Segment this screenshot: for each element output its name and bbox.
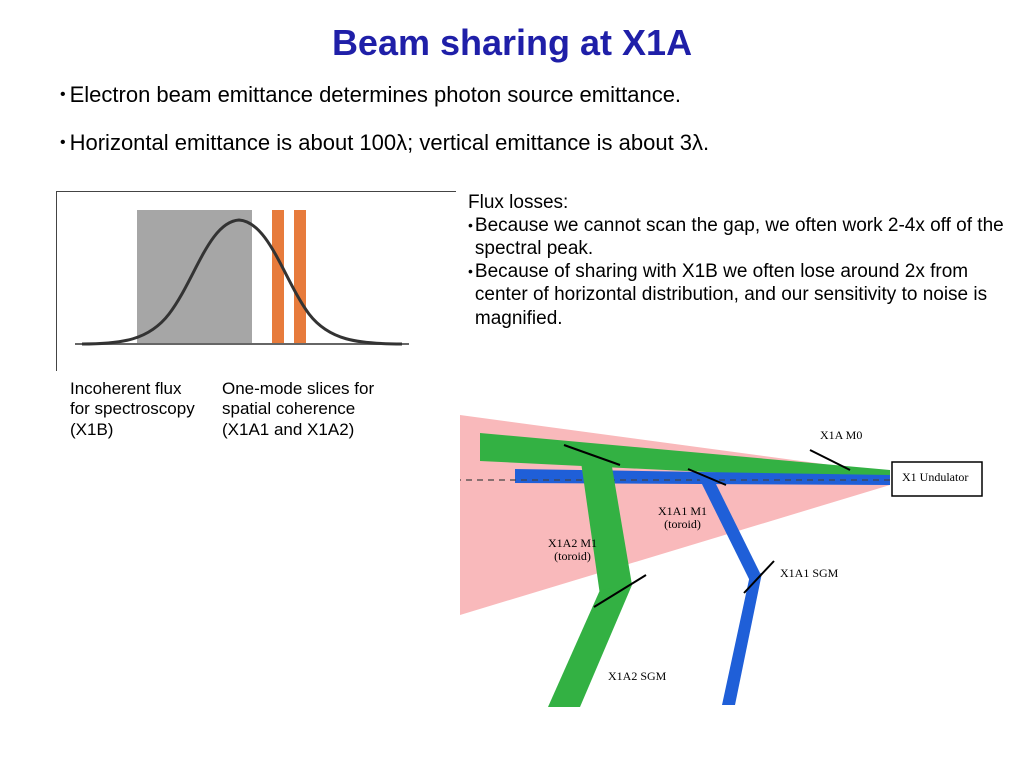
label-x1a2-m1: X1A2 M1	[548, 536, 597, 550]
caption-right-line: One-mode slices for	[222, 379, 422, 399]
flux-item-text: Because we cannot scan the gap, we often…	[475, 214, 1004, 260]
gaussian-chart	[56, 191, 456, 371]
bullet-item: • Horizontal emittance is about 100λ; ve…	[60, 130, 964, 156]
label-x1a1-sgm: X1A1 SGM	[780, 567, 838, 580]
flux-item: • Because we cannot scan the gap, we oft…	[468, 214, 1004, 260]
bullet-dot-icon: •	[60, 130, 66, 156]
bullet-dot-icon: •	[60, 82, 66, 108]
flux-item: • Because of sharing with X1B we often l…	[468, 260, 1004, 330]
caption-right-line: spatial coherence	[222, 399, 422, 419]
caption-left-line: Incoherent flux	[70, 379, 222, 399]
flux-losses-block: Flux losses: • Because we cannot scan th…	[456, 191, 1004, 440]
orange-slice-1	[272, 210, 284, 344]
bullet-item: • Electron beam emittance determines pho…	[60, 82, 964, 108]
caption-right-line: (X1A1 and X1A2)	[222, 420, 422, 440]
beam-schematic: X1A M0 X1 Undulator X1A1 M1 (toroid) X1A…	[460, 415, 1000, 715]
label-toroid: (toroid)	[554, 549, 591, 563]
flux-heading: Flux losses:	[468, 191, 1004, 214]
caption-left-line: for spectroscopy	[70, 399, 222, 419]
bullet-text: Horizontal emittance is about 100λ; vert…	[70, 130, 710, 156]
orange-slice-2	[294, 210, 306, 344]
label-x1a2-sgm: X1A2 SGM	[608, 670, 666, 683]
label-x1a-m0: X1A M0	[820, 429, 862, 442]
bullet-dot-icon: •	[468, 214, 473, 260]
gray-band	[137, 210, 252, 344]
label-x1a1-m1: X1A1 M1	[658, 504, 707, 518]
label-toroid: (toroid)	[664, 517, 701, 531]
bullet-list: • Electron beam emittance determines pho…	[0, 64, 1024, 187]
bullet-dot-icon: •	[468, 260, 473, 330]
gaussian-caption: Incoherent flux for spectroscopy (X1B) O…	[56, 371, 456, 440]
bullet-text: Electron beam emittance determines photo…	[70, 82, 681, 108]
green-beam-3	[548, 585, 632, 707]
blue-beam-3	[722, 573, 762, 705]
caption-left-line: (X1B)	[70, 420, 222, 440]
label-x1-undulator: X1 Undulator	[902, 471, 968, 484]
flux-item-text: Because of sharing with X1B we often los…	[475, 260, 1004, 330]
page-title: Beam sharing at X1A	[0, 0, 1024, 64]
